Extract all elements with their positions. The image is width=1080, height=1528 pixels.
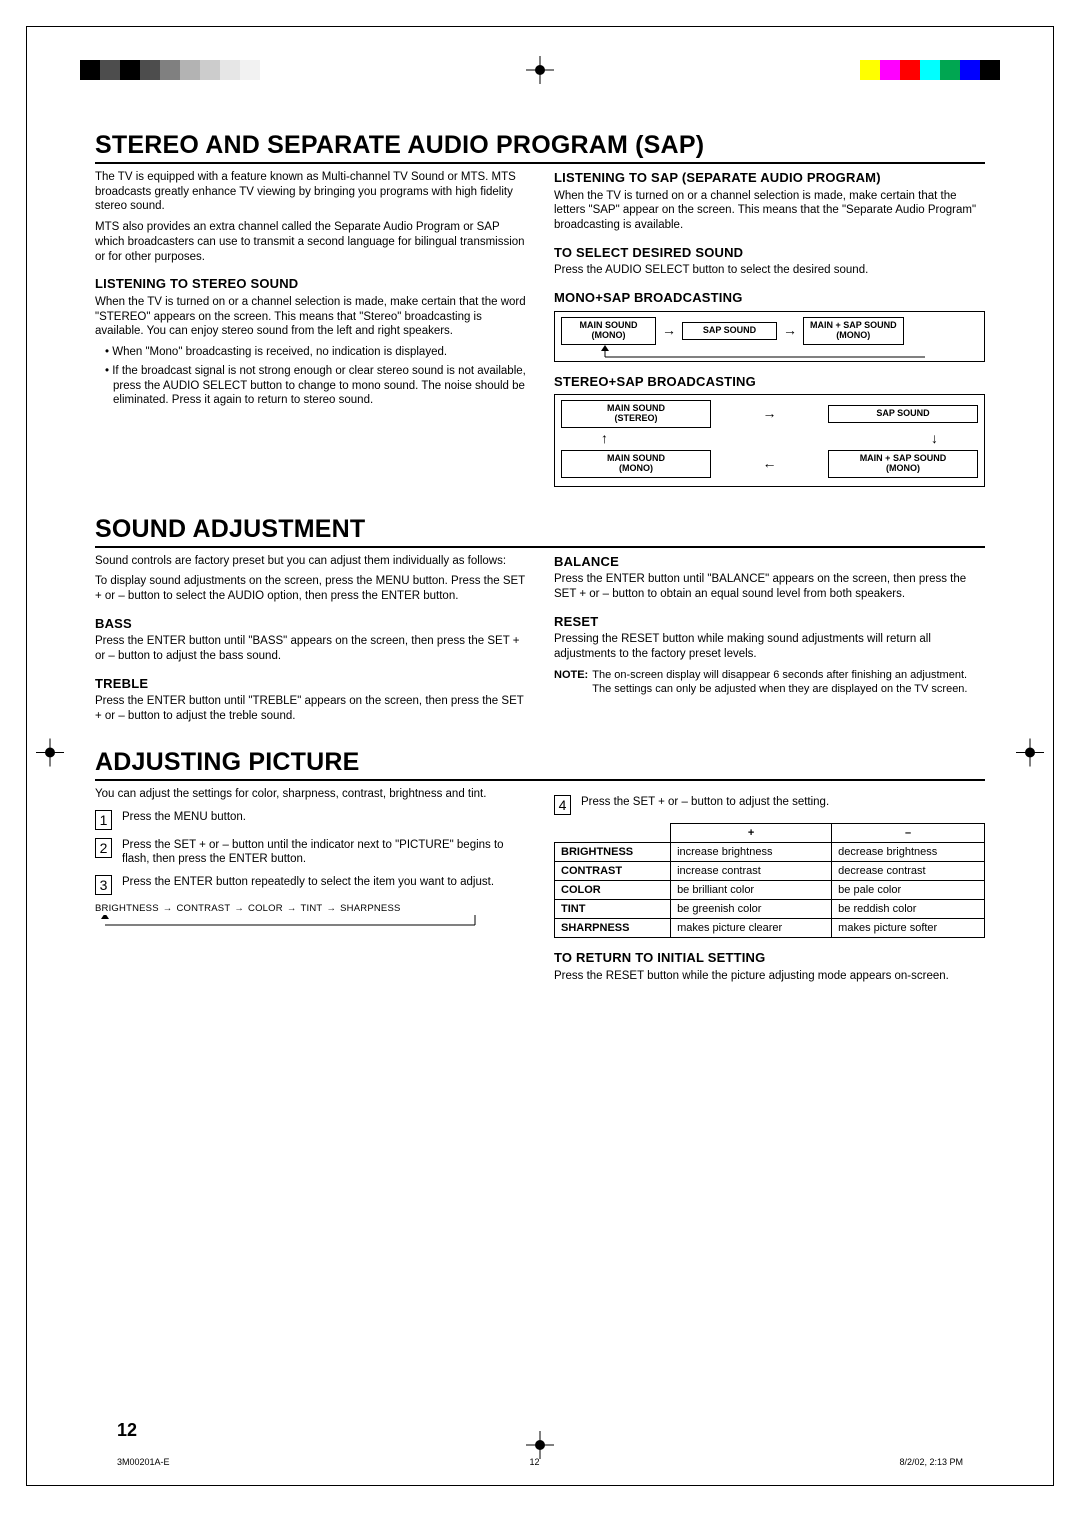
heading-return-initial: TO RETURN TO INITIAL SETTING xyxy=(554,950,985,967)
arrow-left-icon: ← xyxy=(763,455,777,473)
stereo-note-2: If the broadcast signal is not strong en… xyxy=(101,364,526,408)
body-balance: Press the ENTER button until "BALANCE" a… xyxy=(554,572,985,601)
heading-mono-sap: MONO+SAP BROADCASTING xyxy=(554,290,985,307)
diag-box-sap-sound: SAP SOUND xyxy=(828,405,978,423)
heading-select-sound: TO SELECT DESIRED SOUND xyxy=(554,245,985,262)
footer-doc-id: 3M00201A-E xyxy=(117,1457,170,1467)
footer-stamp: 8/2/02, 2:13 PM xyxy=(899,1457,963,1467)
diagram-mono-sap: MAIN SOUND(MONO) → SAP SOUND → MAIN + SA… xyxy=(554,311,985,362)
note-block: NOTE: The on-screen display will disappe… xyxy=(554,668,985,696)
step-4: 4 Press the SET + or – button to adjust … xyxy=(554,795,985,815)
arrow-icon: → xyxy=(763,405,777,423)
col-right-picture: 4 Press the SET + or – button to adjust … xyxy=(554,787,985,990)
step-3-text: Press the ENTER button repeatedly to sel… xyxy=(122,875,494,890)
col-left-picture: You can adjust the settings for color, s… xyxy=(95,787,526,990)
intro-para-2: MTS also provides an extra channel calle… xyxy=(95,220,526,264)
diag-box-main-mono: MAIN SOUND(MONO) xyxy=(561,317,656,345)
diag-box-main-stereo: MAIN SOUND(STEREO) xyxy=(561,400,711,428)
step-2-text: Press the SET + or – button until the in… xyxy=(122,838,526,867)
diag-box-main-sap-mono2: MAIN + SAP SOUND(MONO) xyxy=(828,450,978,478)
col-left-sound: Sound controls are factory preset but yo… xyxy=(95,554,526,730)
heading-listen-sap: LISTENING TO SAP (SEPARATE AUDIO PROGRAM… xyxy=(554,170,985,187)
col-left-sap: The TV is equipped with a feature known … xyxy=(95,170,526,497)
body-reset: Pressing the RESET button while making s… xyxy=(554,632,985,661)
heading-bass: BASS xyxy=(95,616,526,633)
step-1: 1 Press the MENU button. xyxy=(95,810,526,830)
col-right-sap: LISTENING TO SAP (SEPARATE AUDIO PROGRAM… xyxy=(554,170,985,497)
step-2: 2 Press the SET + or – button until the … xyxy=(95,838,526,867)
body-bass: Press the ENTER button until "BASS" appe… xyxy=(95,634,526,663)
note-body: The on-screen display will disappear 6 s… xyxy=(592,668,985,696)
page-frame: STEREO AND SEPARATE AUDIO PROGRAM (SAP) … xyxy=(26,26,1054,1486)
heading-treble: TREBLE xyxy=(95,676,526,693)
loopback-arrow-icon xyxy=(555,345,984,359)
body-listen-sap: When the TV is turned on or a channel se… xyxy=(554,189,985,233)
section-title-sound: SOUND ADJUSTMENT xyxy=(95,515,985,548)
sound-intro-2: To display sound adjustments on the scre… xyxy=(95,574,526,603)
col-right-sound: BALANCE Press the ENTER button until "BA… xyxy=(554,554,985,730)
table-row: TINTbe greenish colorbe reddish color xyxy=(555,900,985,919)
picture-intro: You can adjust the settings for color, s… xyxy=(95,787,526,802)
registration-mark-bottom xyxy=(526,1431,554,1466)
diagram-stereo-sap: MAIN SOUND(STEREO) → SAP SOUND ↑ ↓ MAIN … xyxy=(554,394,985,486)
page-content: STEREO AND SEPARATE AUDIO PROGRAM (SAP) … xyxy=(95,131,985,990)
body-listen-stereo: When the TV is turned on or a channel se… xyxy=(95,295,526,339)
step-number-3: 3 xyxy=(95,875,112,895)
table-row: SHARPNESSmakes picture clearermakes pict… xyxy=(555,919,985,938)
stereo-notes-list: When "Mono" broadcasting is received, no… xyxy=(101,345,526,408)
sound-intro-1: Sound controls are factory preset but yo… xyxy=(95,554,526,569)
body-return-initial: Press the RESET button while the picture… xyxy=(554,969,985,984)
step-1-text: Press the MENU button. xyxy=(122,810,246,825)
heading-balance: BALANCE xyxy=(554,554,985,571)
flow-loop-icon xyxy=(95,915,526,929)
note-label: NOTE: xyxy=(554,668,588,696)
arrow-icon: → xyxy=(662,322,676,340)
picture-flow-sequence: BRIGHTNESS→CONTRAST→COLOR→TINT→SHARPNESS xyxy=(95,903,526,915)
step-number-2: 2 xyxy=(95,838,112,858)
diag-box-sap: SAP SOUND xyxy=(682,322,777,340)
step-4-text: Press the SET + or – button to adjust th… xyxy=(581,795,829,810)
heading-reset: RESET xyxy=(554,614,985,631)
heading-listen-stereo: LISTENING TO STEREO SOUND xyxy=(95,276,526,293)
table-row: BRIGHTNESSincrease brightnessdecrease br… xyxy=(555,842,985,861)
diag-box-main-mono2: MAIN SOUND(MONO) xyxy=(561,450,711,478)
body-treble: Press the ENTER button until "TREBLE" ap… xyxy=(95,694,526,723)
stereo-note-1: When "Mono" broadcasting is received, no… xyxy=(101,345,526,360)
table-row: CONTRASTincrease contrastdecrease contra… xyxy=(555,862,985,881)
step-3: 3 Press the ENTER button repeatedly to s… xyxy=(95,875,526,895)
section-title-picture: ADJUSTING PICTURE xyxy=(95,748,985,781)
step-number-1: 1 xyxy=(95,810,112,830)
arrow-up-icon: ↑ xyxy=(601,430,608,448)
arrow-icon: → xyxy=(783,322,797,340)
page-number: 12 xyxy=(117,1420,137,1441)
col-minus: – xyxy=(832,823,985,842)
arrow-down-icon: ↓ xyxy=(931,430,938,448)
table-row: COLORbe brilliant colorbe pale color xyxy=(555,881,985,900)
diag-box-main-sap-mono: MAIN + SAP SOUND(MONO) xyxy=(803,317,904,345)
step-number-4: 4 xyxy=(554,795,571,815)
body-select-sound: Press the AUDIO SELECT button to select … xyxy=(554,263,985,278)
col-plus: + xyxy=(671,823,832,842)
section-title-sap: STEREO AND SEPARATE AUDIO PROGRAM (SAP) xyxy=(95,131,985,164)
picture-adjust-table: + – BRIGHTNESSincrease brightnessdecreas… xyxy=(554,823,985,938)
heading-stereo-sap: STEREO+SAP BROADCASTING xyxy=(554,374,985,391)
intro-para-1: The TV is equipped with a feature known … xyxy=(95,170,526,214)
